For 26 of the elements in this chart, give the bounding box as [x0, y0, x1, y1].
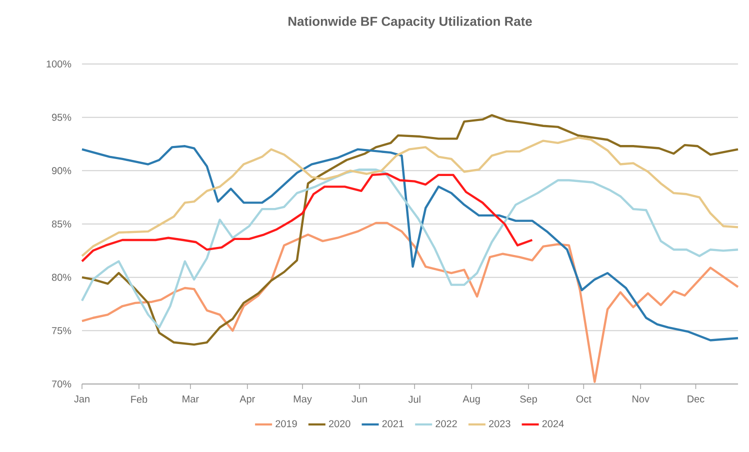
- y-tick-label: 100%: [46, 60, 72, 68]
- chart-title: Nationwide BF Capacity Utilization Rate: [288, 16, 532, 28]
- y-tick-label: 70%: [52, 380, 72, 388]
- legend-label: 2020: [329, 420, 350, 428]
- x-tick-label: May: [294, 396, 312, 404]
- x-tick-label: Oct: [576, 396, 592, 403]
- legend-label: 2021: [382, 420, 404, 428]
- legend-label: 2024: [542, 420, 564, 428]
- x-tick-label: Feb: [131, 396, 148, 403]
- y-tick-label: 90%: [52, 167, 72, 174]
- x-tick-label: Jul: [408, 396, 420, 403]
- x-tick-label: Mar: [182, 396, 199, 402]
- legend-label: 2023: [489, 420, 510, 428]
- x-tick-label: Sep: [520, 396, 537, 405]
- y-tick-label: 95%: [52, 114, 72, 121]
- x-tick-label: Apr: [240, 396, 255, 404]
- x-tick-label: Aug: [462, 396, 480, 404]
- legend-label: 2019: [276, 420, 297, 428]
- y-tick-label: 80%: [52, 274, 72, 281]
- x-tick-label: Jan: [74, 396, 90, 402]
- y-tick-label: 75%: [52, 327, 72, 334]
- x-tick-label: Nov: [632, 396, 650, 402]
- x-tick-label: Dec: [688, 396, 704, 402]
- y-tick-label: 85%: [52, 220, 72, 228]
- legend-label: 2022: [436, 420, 457, 428]
- x-tick-label: Jun: [352, 396, 367, 402]
